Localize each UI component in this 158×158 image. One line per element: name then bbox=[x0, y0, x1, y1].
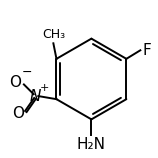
Text: +: + bbox=[40, 83, 49, 93]
Text: CH₃: CH₃ bbox=[42, 28, 65, 41]
Text: O: O bbox=[12, 106, 24, 121]
Text: O: O bbox=[9, 75, 21, 90]
Text: −: − bbox=[22, 66, 32, 79]
Text: N: N bbox=[30, 89, 41, 104]
Text: H₂N: H₂N bbox=[77, 137, 106, 152]
Text: F: F bbox=[142, 43, 151, 58]
